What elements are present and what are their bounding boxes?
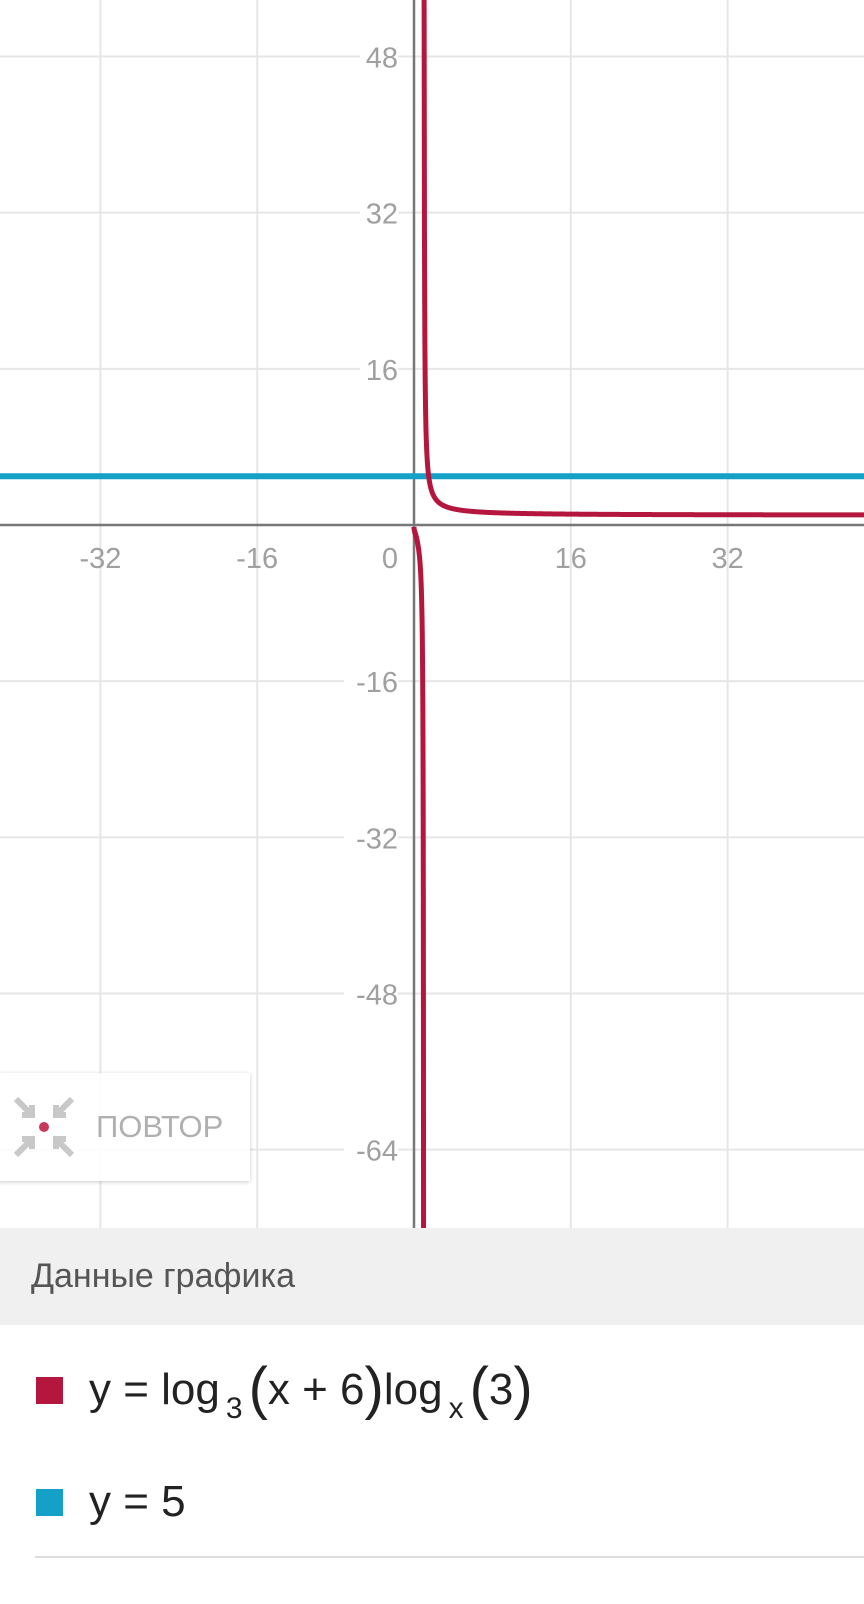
tick-bg — [360, 192, 398, 229]
y-tick-label: -48 — [356, 979, 398, 1011]
y-tick-label: -16 — [356, 667, 398, 699]
x-tick-label: 32 — [711, 543, 743, 575]
graph-plot[interactable]: -32 -16 0 16 32 48 32 16 -16 -32 -48 -64 — [0, 0, 864, 1228]
y-tick-label: -64 — [356, 1136, 398, 1168]
x-tick-label: -32 — [79, 543, 121, 575]
tick-bg — [344, 1129, 398, 1166]
tick-bg — [344, 661, 398, 698]
collapse-arrows-icon — [13, 1096, 75, 1158]
y-tick-label: 48 — [366, 43, 398, 75]
tick-bg — [360, 36, 398, 73]
series-line-log-left — [411, 526, 427, 1228]
equation-log: y = log 3 (x + 6)log x (3) — [89, 1355, 533, 1425]
reset-label: ПОВТОР — [96, 1109, 224, 1144]
legend-title: Данные графика — [31, 1257, 295, 1295]
tick-bg — [344, 817, 398, 854]
series-line-log-right — [421, 0, 864, 518]
divider — [35, 1556, 864, 1558]
legend-header: Данные графика — [0, 1228, 864, 1325]
series-color-swatch — [36, 1488, 63, 1516]
x-tick-label: 0 — [382, 543, 398, 575]
y-tick-label: 16 — [366, 355, 398, 387]
x-tick-label: 16 — [555, 543, 587, 575]
y-tick-label: 32 — [366, 199, 398, 231]
legend-item-const[interactable]: y = 5 — [0, 1462, 864, 1542]
series-color-swatch — [36, 1376, 63, 1404]
tick-bg — [344, 973, 398, 1010]
x-tick-label: -16 — [236, 543, 278, 575]
legend-item-log[interactable]: y = log 3 (x + 6)log x (3) — [0, 1345, 864, 1435]
tick-bg — [360, 348, 398, 385]
equation-const: y = 5 — [89, 1477, 186, 1526]
y-tick-label: -32 — [356, 823, 398, 855]
reset-view-button[interactable]: ПОВТОР — [0, 1073, 250, 1181]
